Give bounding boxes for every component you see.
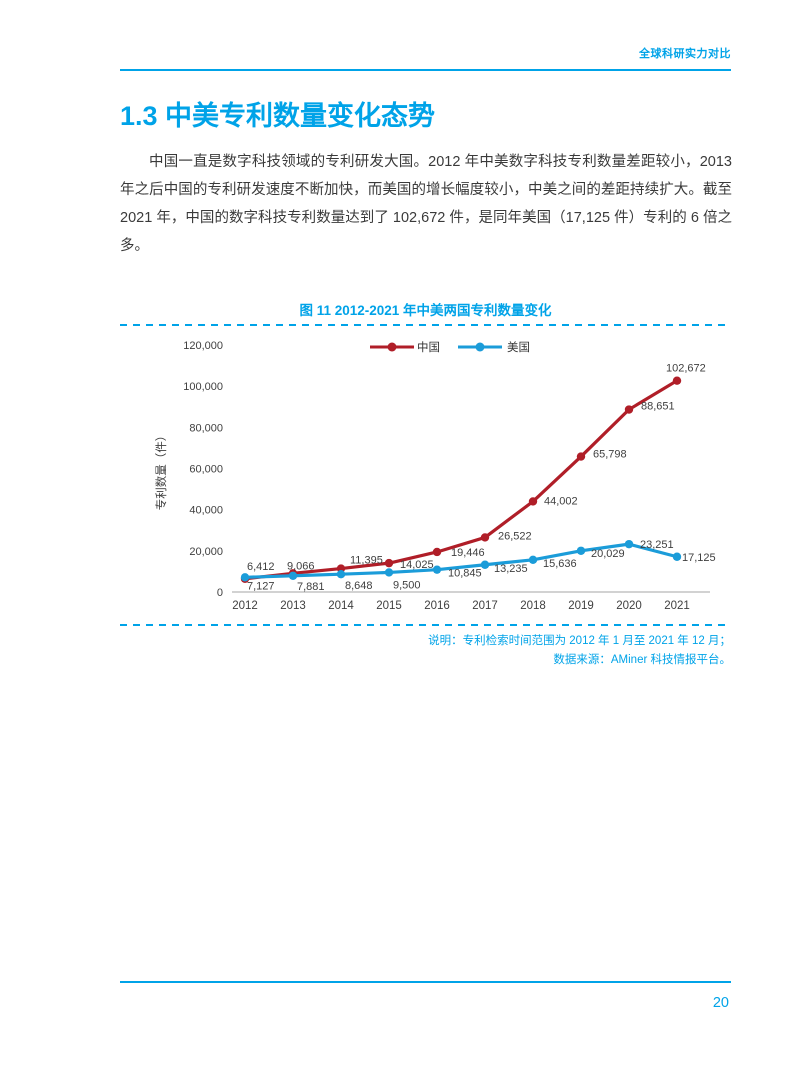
svg-text:88,651: 88,651 [641, 401, 675, 413]
page-number: 20 [712, 995, 729, 1011]
svg-text:23,251: 23,251 [640, 539, 674, 551]
page-header-label: 全球科研实力对比 [639, 48, 731, 60]
svg-text:120,000: 120,000 [183, 340, 223, 352]
svg-text:19,446: 19,446 [451, 547, 485, 559]
svg-text:2019: 2019 [568, 600, 594, 612]
svg-text:9,066: 9,066 [287, 560, 315, 572]
svg-text:44,002: 44,002 [544, 495, 578, 507]
footer-rule [120, 981, 731, 983]
svg-text:2015: 2015 [376, 600, 402, 612]
header-rule [120, 69, 731, 71]
svg-text:专利数量（件）: 专利数量（件） [154, 430, 168, 511]
svg-text:9,500: 9,500 [393, 579, 421, 591]
svg-text:17,125: 17,125 [682, 552, 716, 564]
svg-text:2021: 2021 [664, 600, 690, 612]
figure-divider-top [120, 324, 731, 326]
svg-text:中国: 中国 [417, 341, 440, 354]
svg-text:13,235: 13,235 [494, 563, 528, 575]
svg-text:7,127: 7,127 [247, 580, 275, 592]
figure-notes: 说明：专利检索时间范围为 2012 年 1 月至 2021 年 12 月； 数据… [428, 632, 731, 670]
svg-text:60,000: 60,000 [189, 464, 223, 476]
patent-line-chart: 0 20,000 40,000 60,000 80,000 100,000 120,000 专… [120, 333, 731, 618]
svg-text:2020: 2020 [616, 600, 642, 612]
svg-text:100,000: 100,000 [183, 381, 223, 393]
svg-text:美国: 美国 [507, 340, 530, 354]
svg-text:10,845: 10,845 [448, 568, 482, 580]
svg-text:0: 0 [217, 587, 223, 599]
figure-divider-bottom [120, 624, 731, 626]
svg-text:6,412: 6,412 [247, 561, 275, 573]
note-source: 数据来源：AMiner 科技情报平台。 [553, 654, 731, 666]
svg-text:20,000: 20,000 [189, 546, 223, 558]
svg-text:11,395: 11,395 [350, 555, 383, 567]
svg-text:20,029: 20,029 [591, 548, 625, 560]
svg-text:7,881: 7,881 [297, 581, 325, 593]
svg-text:2017: 2017 [472, 600, 498, 612]
svg-text:65,798: 65,798 [593, 449, 627, 461]
body-paragraph: 中国一直是数字科技领域的专利研发大国。2012 年中美数字科技专利数量差距较小，… [120, 154, 732, 254]
svg-text:2013: 2013 [280, 600, 306, 612]
svg-text:80,000: 80,000 [189, 422, 223, 434]
svg-text:40,000: 40,000 [189, 505, 223, 517]
svg-text:2016: 2016 [424, 600, 450, 612]
section-title: 1.3 中美专利数量变化态势 [120, 101, 436, 131]
svg-text:14,025: 14,025 [400, 559, 434, 571]
note-scope: 说明：专利检索时间范围为 2012 年 1 月至 2021 年 12 月； [428, 635, 731, 647]
svg-text:102,672: 102,672 [666, 363, 706, 375]
svg-text:15,636: 15,636 [543, 558, 577, 570]
figure-title: 图 11 2012-2021 年中美两国专利数量变化 [299, 303, 552, 318]
svg-text:26,522: 26,522 [498, 530, 532, 542]
svg-text:8,648: 8,648 [345, 580, 373, 592]
svg-text:2014: 2014 [328, 600, 354, 612]
svg-text:2018: 2018 [520, 600, 546, 612]
chart-svg: 0 20,000 40,000 60,000 80,000 100,000 120,000 专… [154, 340, 716, 612]
svg-text:2012: 2012 [232, 600, 258, 612]
